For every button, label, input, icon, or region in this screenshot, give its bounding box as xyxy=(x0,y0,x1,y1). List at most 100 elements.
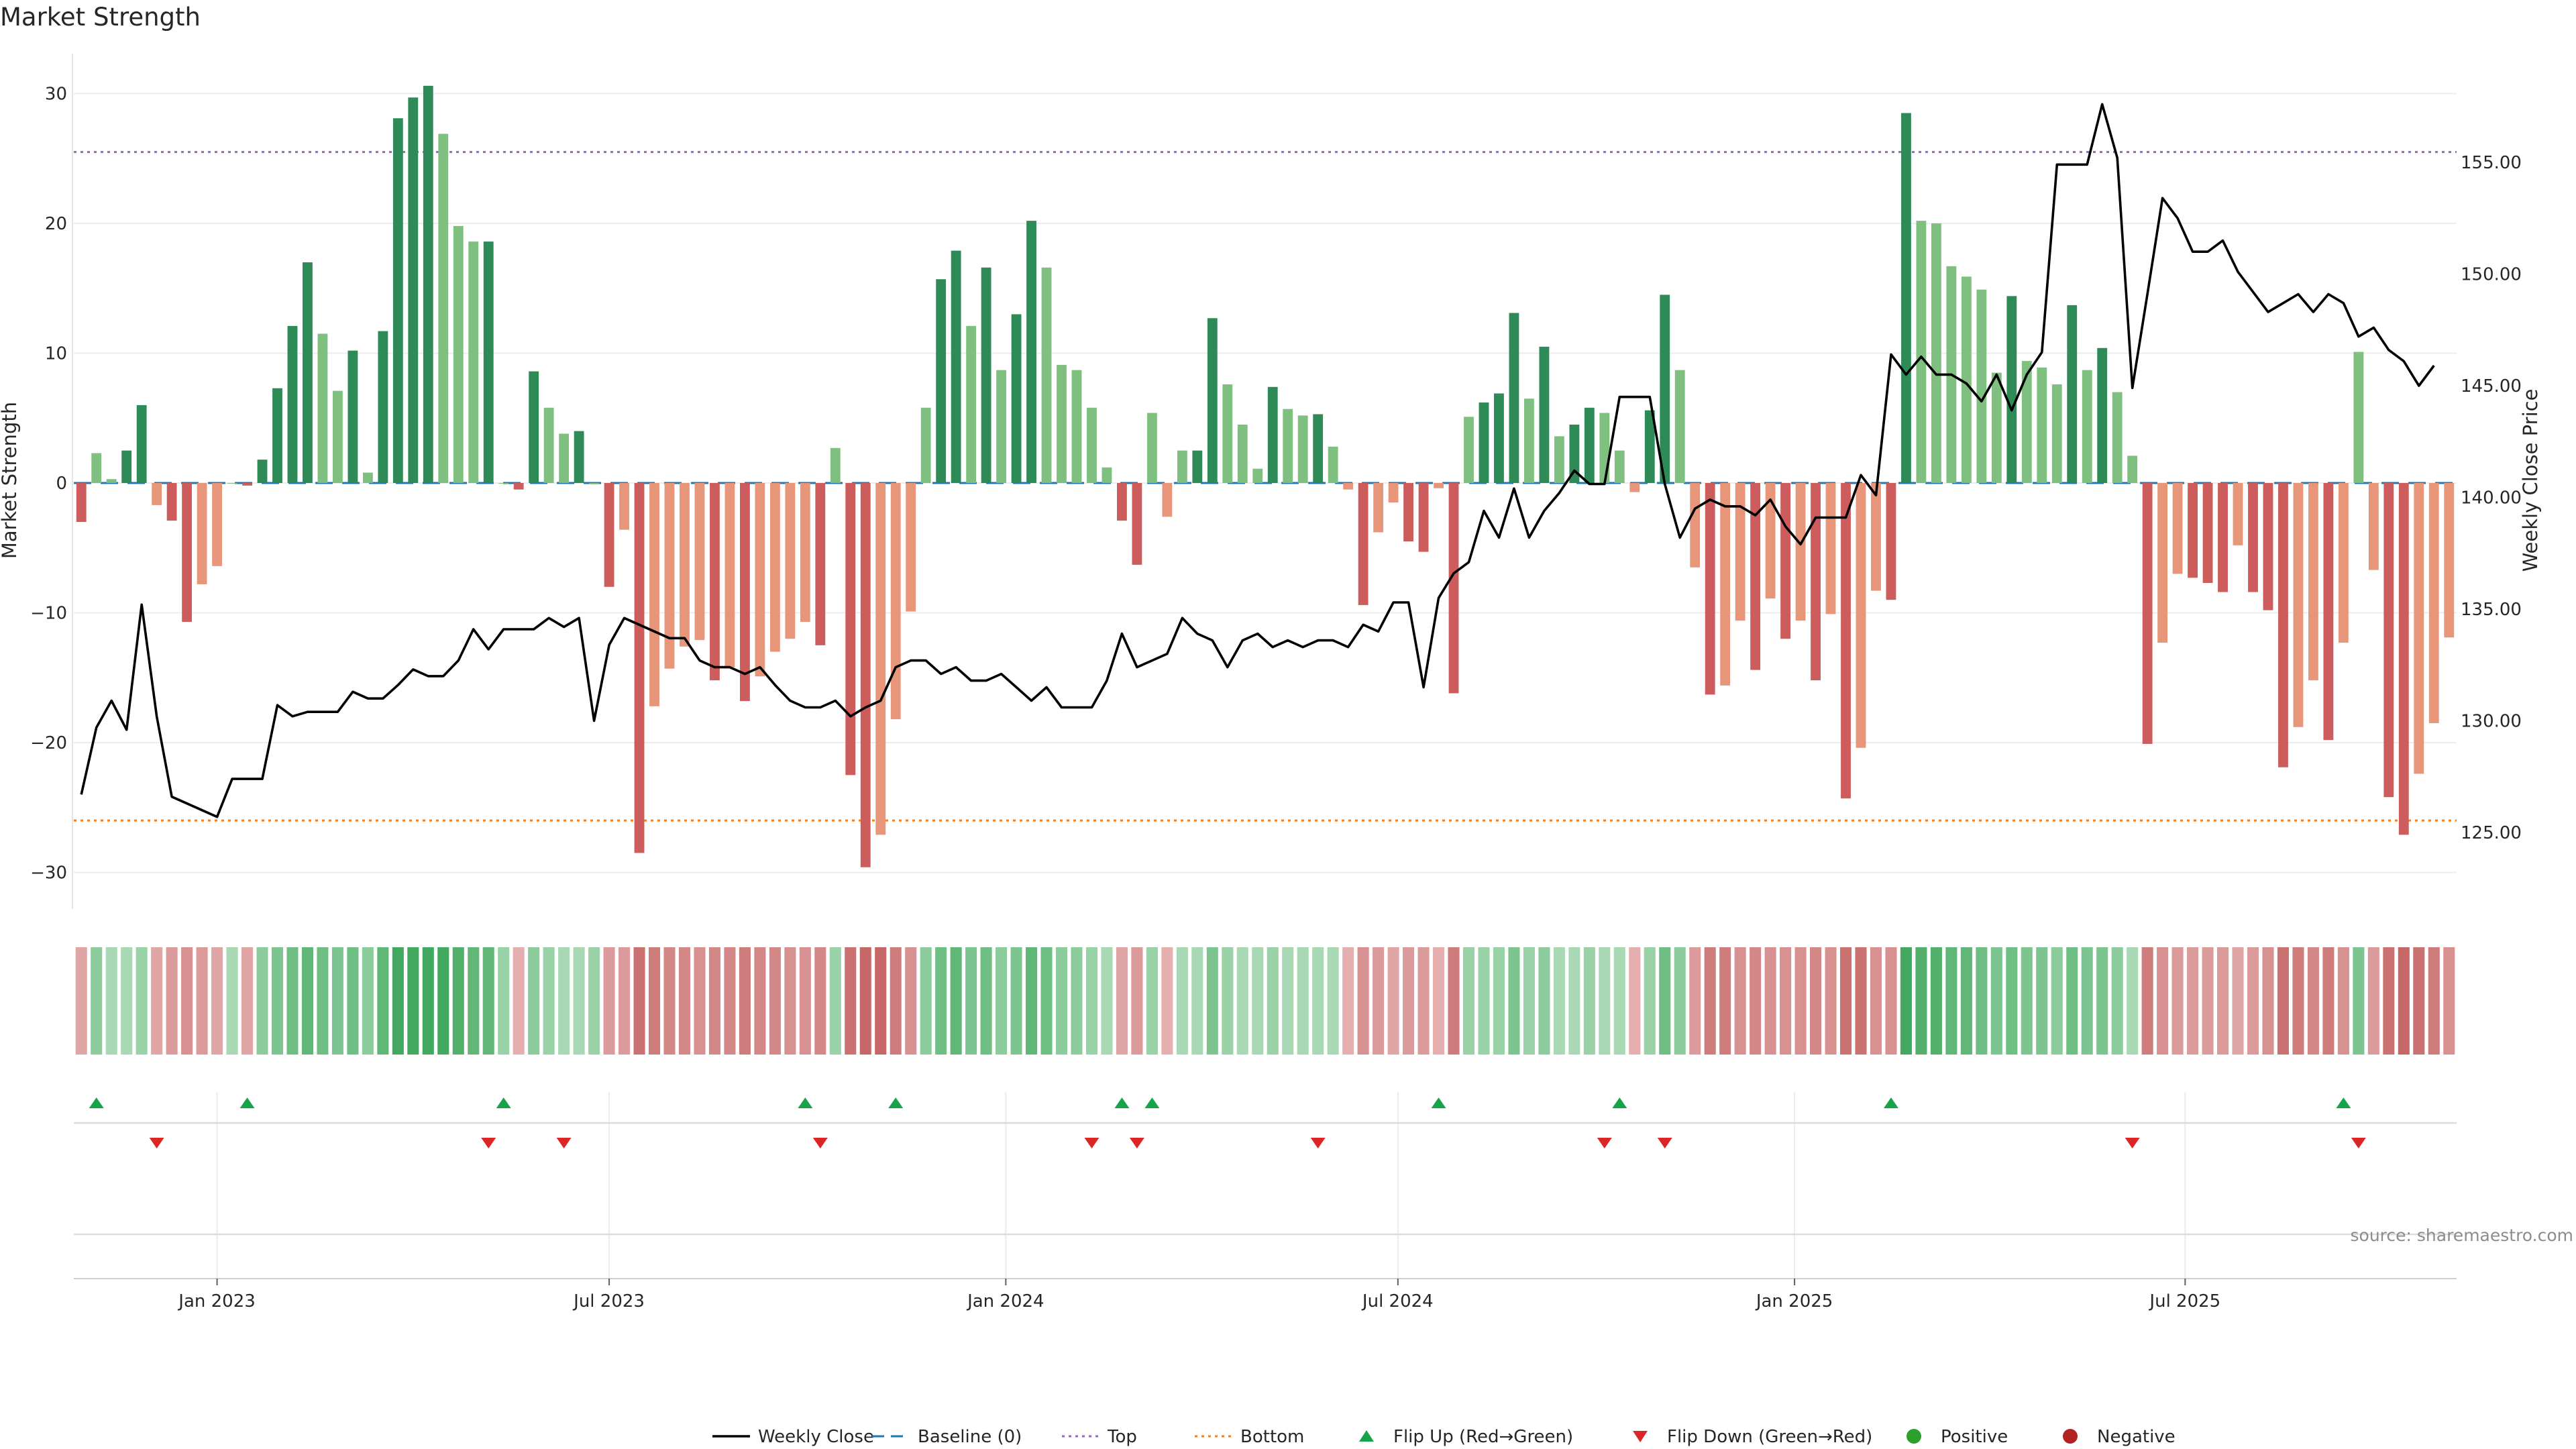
heat-cell xyxy=(2171,947,2184,1055)
heat-cell xyxy=(1357,947,1369,1055)
strength-bar xyxy=(1283,409,1293,483)
strength-bar xyxy=(724,483,735,667)
strength-bar xyxy=(755,483,765,677)
strength-bar xyxy=(513,483,524,490)
heat-cell xyxy=(1704,947,1716,1055)
heat-cell xyxy=(724,947,736,1055)
strength-bar xyxy=(2338,483,2349,643)
strength-bar xyxy=(1403,483,1413,542)
heat-cell xyxy=(1764,947,1776,1055)
heat-cell xyxy=(754,947,766,1055)
heat-cell xyxy=(1644,947,1656,1055)
heat-cell xyxy=(633,947,645,1055)
heat-cell xyxy=(1885,947,1897,1055)
x-axis: Jan 2023 Jul 2023 Jan 2024 Jul 2024 Jan 2025… xyxy=(74,1278,2457,1311)
strength-bar xyxy=(2248,483,2258,592)
heat-cell xyxy=(422,947,434,1055)
heat-cell xyxy=(2413,947,2425,1055)
heat-cell xyxy=(603,947,615,1055)
heat-cell xyxy=(196,947,208,1055)
strength-bar xyxy=(1102,467,1112,483)
heat-cell xyxy=(151,947,163,1055)
strength-bar xyxy=(1811,483,1821,681)
strength-bar xyxy=(2006,296,2017,483)
strength-bar xyxy=(76,483,87,523)
strength-bar xyxy=(1026,221,1036,483)
legend-swatch-flip-up xyxy=(1359,1430,1374,1442)
strength-bar xyxy=(1644,410,1655,483)
strength-bar xyxy=(2353,352,2364,483)
strength-bar xyxy=(1162,483,1173,517)
heat-cell xyxy=(845,947,857,1055)
heat-cell xyxy=(1432,947,1445,1055)
heat-cell xyxy=(1794,947,1807,1055)
strength-bar xyxy=(1765,483,1776,599)
heat-cell xyxy=(558,947,570,1055)
strength-bar xyxy=(2233,483,2243,545)
strength-bar xyxy=(664,483,675,669)
heat-cell xyxy=(1206,947,1218,1055)
strength-bar xyxy=(2172,483,2183,574)
heat-cell xyxy=(1508,947,1520,1055)
heat-cell xyxy=(226,947,238,1055)
strength-bar xyxy=(1207,318,1218,483)
heat-cell xyxy=(1976,947,1988,1055)
strength-bar xyxy=(468,241,479,483)
heat-cell xyxy=(437,947,449,1055)
x-tick-label: Jan 2024 xyxy=(966,1291,1044,1311)
strength-bar xyxy=(694,483,705,641)
strength-bar xyxy=(529,371,539,483)
y-tick-label: 0 xyxy=(56,474,67,494)
strength-bar xyxy=(1690,483,1701,568)
heat-cell xyxy=(1870,947,1882,1055)
y2-tick-label: 145.00 xyxy=(2461,376,2522,396)
flip-markers xyxy=(74,1097,2457,1236)
flip-up-marker xyxy=(89,1097,104,1108)
legend-label: Weekly Close xyxy=(758,1427,874,1447)
heat-cell xyxy=(1689,947,1701,1055)
strength-bar xyxy=(257,460,268,483)
heat-cell xyxy=(905,947,917,1055)
heat-cell xyxy=(2247,947,2259,1055)
flip-up-marker xyxy=(1431,1097,1446,1108)
heat-cell xyxy=(2353,947,2365,1055)
strength-bar xyxy=(951,250,961,483)
heat-cell xyxy=(814,947,826,1055)
weekly-close-line xyxy=(80,103,2435,818)
legend-swatch-positive xyxy=(1907,1429,1921,1444)
strength-bar xyxy=(1523,398,1534,483)
heat-cell xyxy=(1659,947,1671,1055)
flip-down-marker xyxy=(1084,1138,1099,1148)
strength-bar xyxy=(890,483,901,720)
strength-bar xyxy=(1041,267,1052,483)
heat-cell xyxy=(1252,947,1264,1055)
strength-bar xyxy=(1509,313,1519,483)
heat-cell xyxy=(1267,947,1279,1055)
heat-cell xyxy=(1085,947,1098,1055)
strength-bar xyxy=(815,483,826,645)
heat-cell xyxy=(1930,947,1942,1055)
heat-cell xyxy=(2277,947,2290,1055)
flip-up-marker xyxy=(2336,1097,2351,1108)
y2-tick-label: 140.00 xyxy=(2461,488,2522,508)
heat-cell xyxy=(935,947,947,1055)
strength-bar xyxy=(287,325,298,483)
y2-tick-label: 155.00 xyxy=(2461,153,2522,173)
heat-cell xyxy=(362,947,374,1055)
strength-bar xyxy=(1479,402,1489,483)
strength-bar xyxy=(2202,483,2213,583)
strength-bar xyxy=(242,483,252,486)
legend: Weekly Close Baseline (0) Top Bottom Flip Up… xyxy=(712,1427,2176,1447)
heat-cell xyxy=(2006,947,2018,1055)
strength-bar xyxy=(1871,483,1881,591)
flip-down-marker xyxy=(1597,1138,1612,1148)
strength-bar xyxy=(2398,483,2409,835)
legend-label: Top xyxy=(1107,1427,1137,1447)
strength-bar xyxy=(1448,483,1459,694)
strength-bar xyxy=(332,390,343,483)
heat-cell xyxy=(482,947,494,1055)
heat-cell xyxy=(1478,947,1490,1055)
heat-cell xyxy=(678,947,691,1055)
